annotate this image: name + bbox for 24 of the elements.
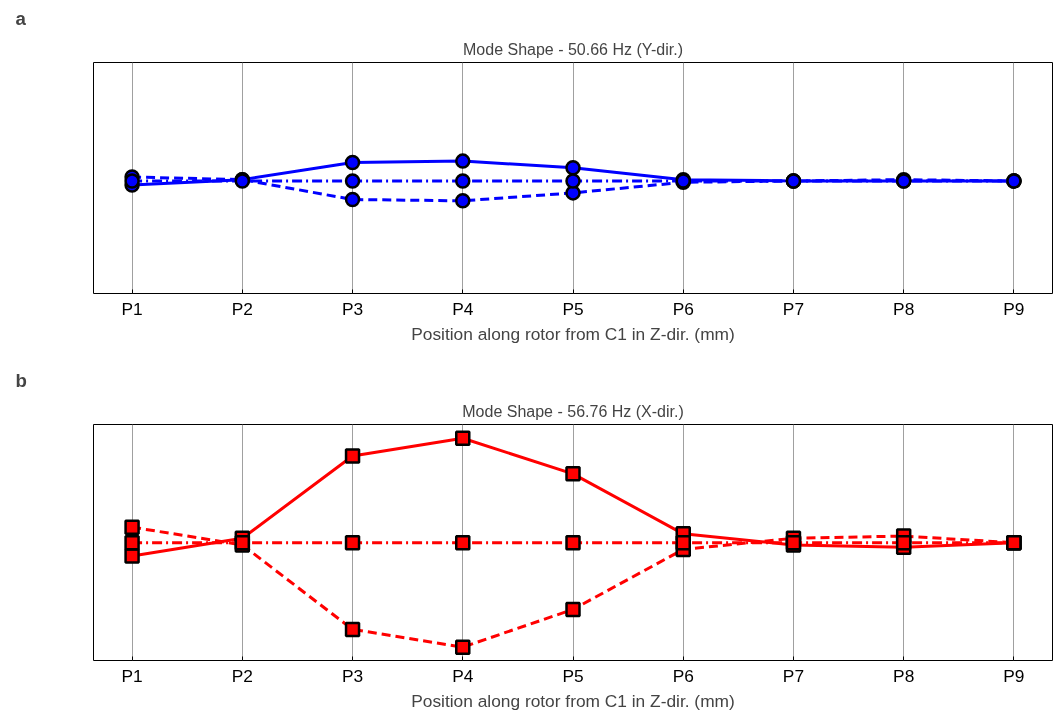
x-tick-label: P2 — [231, 665, 253, 686]
x-tick-label: P9 — [1003, 665, 1025, 686]
x-tick-label: P1 — [121, 298, 143, 319]
x-tick-label: P1 — [121, 665, 143, 686]
text: a — [15, 7, 27, 29]
x-tick-label: P4 — [452, 665, 474, 686]
x-tick-label: P3 — [341, 665, 364, 686]
x-axis-title: Position along rotor from C1 in Z-dir. (mm) — [411, 323, 735, 344]
x-tick-label: P7 — [782, 298, 805, 319]
x-tick-label: P8 — [893, 665, 915, 686]
x-tick-label: P7 — [782, 665, 805, 686]
x-tick-label: P8 — [893, 298, 915, 319]
x-tick-label: P5 — [562, 665, 584, 686]
x-tick-label: P2 — [231, 298, 253, 319]
x-tick-label: P4 — [452, 298, 474, 319]
chart-title: Mode Shape - 56.76 Hz (X-dir.) — [462, 402, 684, 420]
x-tick-label: P6 — [672, 665, 694, 686]
x-tick-label: P5 — [562, 298, 584, 319]
x-tick-label: P3 — [341, 298, 364, 319]
x-axis-title: Position along rotor from C1 in Z-dir. (mm) — [411, 690, 735, 711]
x-tick-label: P9 — [1003, 298, 1025, 319]
chart-title: Mode Shape - 50.66 Hz (Y-dir.) — [463, 40, 683, 58]
x-tick-label: P6 — [672, 298, 694, 319]
text: b — [15, 369, 27, 391]
